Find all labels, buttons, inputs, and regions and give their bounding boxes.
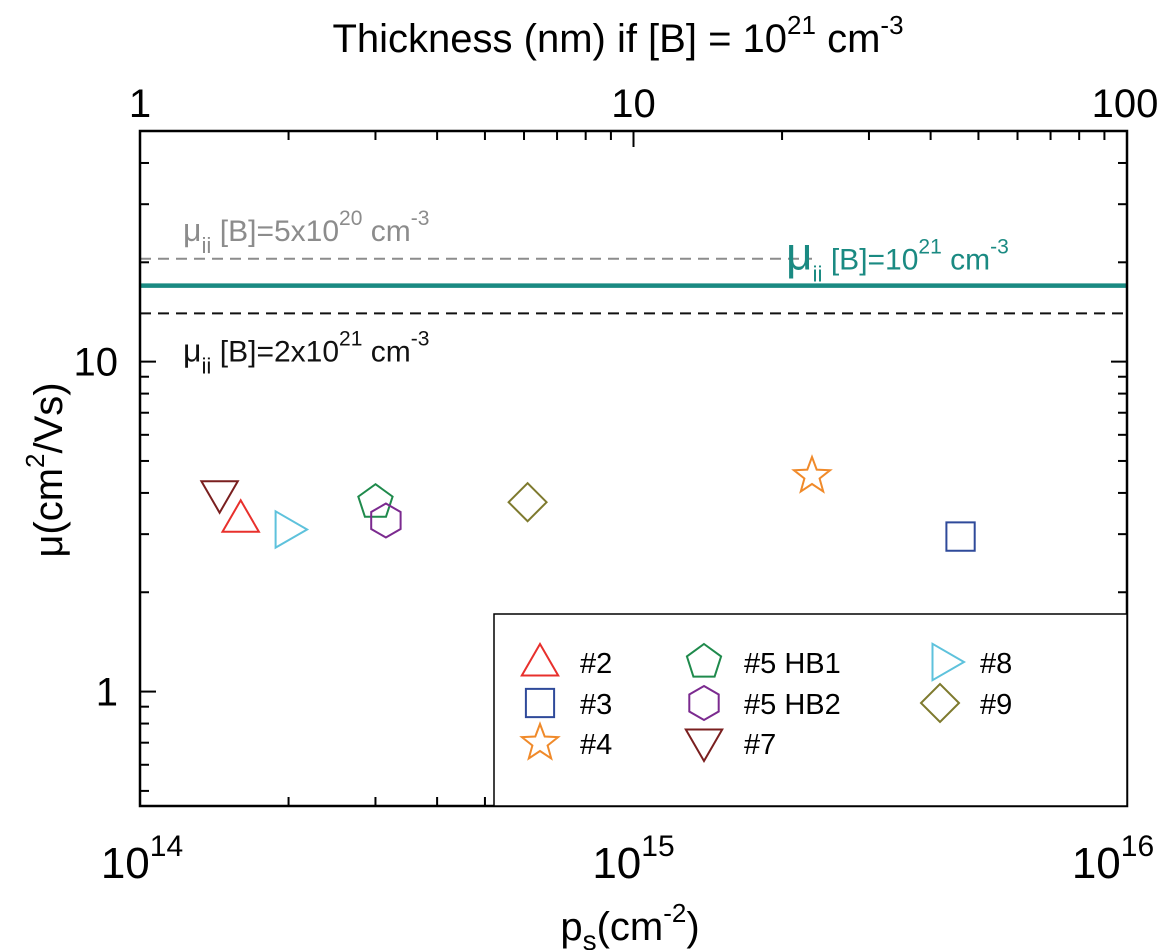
marker-pentagon — [357, 482, 394, 518]
legend-entry: #7 — [684, 728, 776, 763]
top-tick-label: 1 — [129, 82, 151, 126]
legend-entry: #9 — [919, 682, 1012, 724]
top-tick-label: 100 — [1092, 82, 1159, 126]
x-tick-label: 1015 — [592, 830, 674, 888]
legend-marker-triangle-down — [684, 728, 724, 763]
data-point — [220, 498, 261, 533]
data-point — [274, 509, 310, 550]
y-tick-label: 10 — [74, 341, 119, 385]
marker-triangle-right — [274, 509, 310, 550]
axes-layer: 1014 1015 1016 1 10 100 1 10 — [74, 82, 1159, 888]
legend-label: #7 — [744, 729, 776, 761]
legend-label: #2 — [580, 648, 612, 680]
legend-entry: #8 — [931, 642, 1012, 682]
y-axis-title: μ(cm2/Vs) — [20, 382, 71, 557]
marker-diamond — [507, 481, 549, 523]
legend-entry: #4 — [519, 721, 612, 761]
legend-marker-square — [524, 687, 556, 719]
data-point — [370, 502, 402, 539]
legend-label: #5 HB1 — [744, 648, 841, 680]
reference-line-label: μii [B]=1021 cm-3 — [786, 228, 1009, 287]
legend-entry: #2 — [520, 642, 612, 680]
top-tick-label: 10 — [611, 82, 656, 126]
legend-box — [493, 613, 1128, 807]
legend-marker-diamond — [919, 682, 961, 724]
marker-star — [791, 454, 833, 494]
reference-line-label: μii [B]=5x1020 cm-3 — [183, 207, 429, 258]
legend-label: #9 — [980, 689, 1012, 721]
legend-entry: #3 — [524, 687, 612, 721]
legend-marker-star — [519, 721, 561, 761]
legend-marker-pentagon — [685, 642, 723, 678]
legend-entry: #5 HB2 — [688, 684, 841, 722]
legend-label: #8 — [980, 648, 1012, 680]
legend: #2 #3 #4 #5 HB1 #5 HB2 #7 #8 #9 — [493, 613, 1128, 807]
marker-hexagon — [370, 502, 402, 539]
marker-square — [945, 521, 976, 552]
data-point — [945, 521, 976, 552]
x-tick-label: 1014 — [101, 830, 183, 888]
x-axis-title: ps(cm-2) — [560, 898, 699, 950]
x-tick-label: 1016 — [1072, 830, 1154, 888]
y-tick-label: 1 — [96, 671, 118, 715]
data-point — [199, 480, 240, 515]
data-point — [791, 454, 833, 494]
legend-marker-triangle-right — [931, 642, 966, 682]
legend-marker-hexagon — [688, 684, 720, 722]
plot-layer: μii [B]=5x1020 cm-3 μii [B]=1021 cm-3 μii … — [140, 207, 1127, 552]
legend-label: #3 — [580, 689, 612, 721]
legend-label: #4 — [580, 729, 612, 761]
top-axis-title: Thickness (nm) if [B] = 1021 cm-3 — [332, 10, 903, 61]
legend-marker-triangle-up — [520, 642, 560, 677]
marker-triangle-up — [220, 498, 261, 533]
data-point — [507, 481, 549, 523]
legend-entry: #5 HB1 — [685, 642, 841, 680]
reference-line-label: μii [B]=2x1021 cm-3 — [183, 327, 429, 378]
marker-triangle-down — [199, 480, 240, 515]
legend-label: #5 HB2 — [744, 689, 841, 721]
data-point — [357, 482, 394, 518]
